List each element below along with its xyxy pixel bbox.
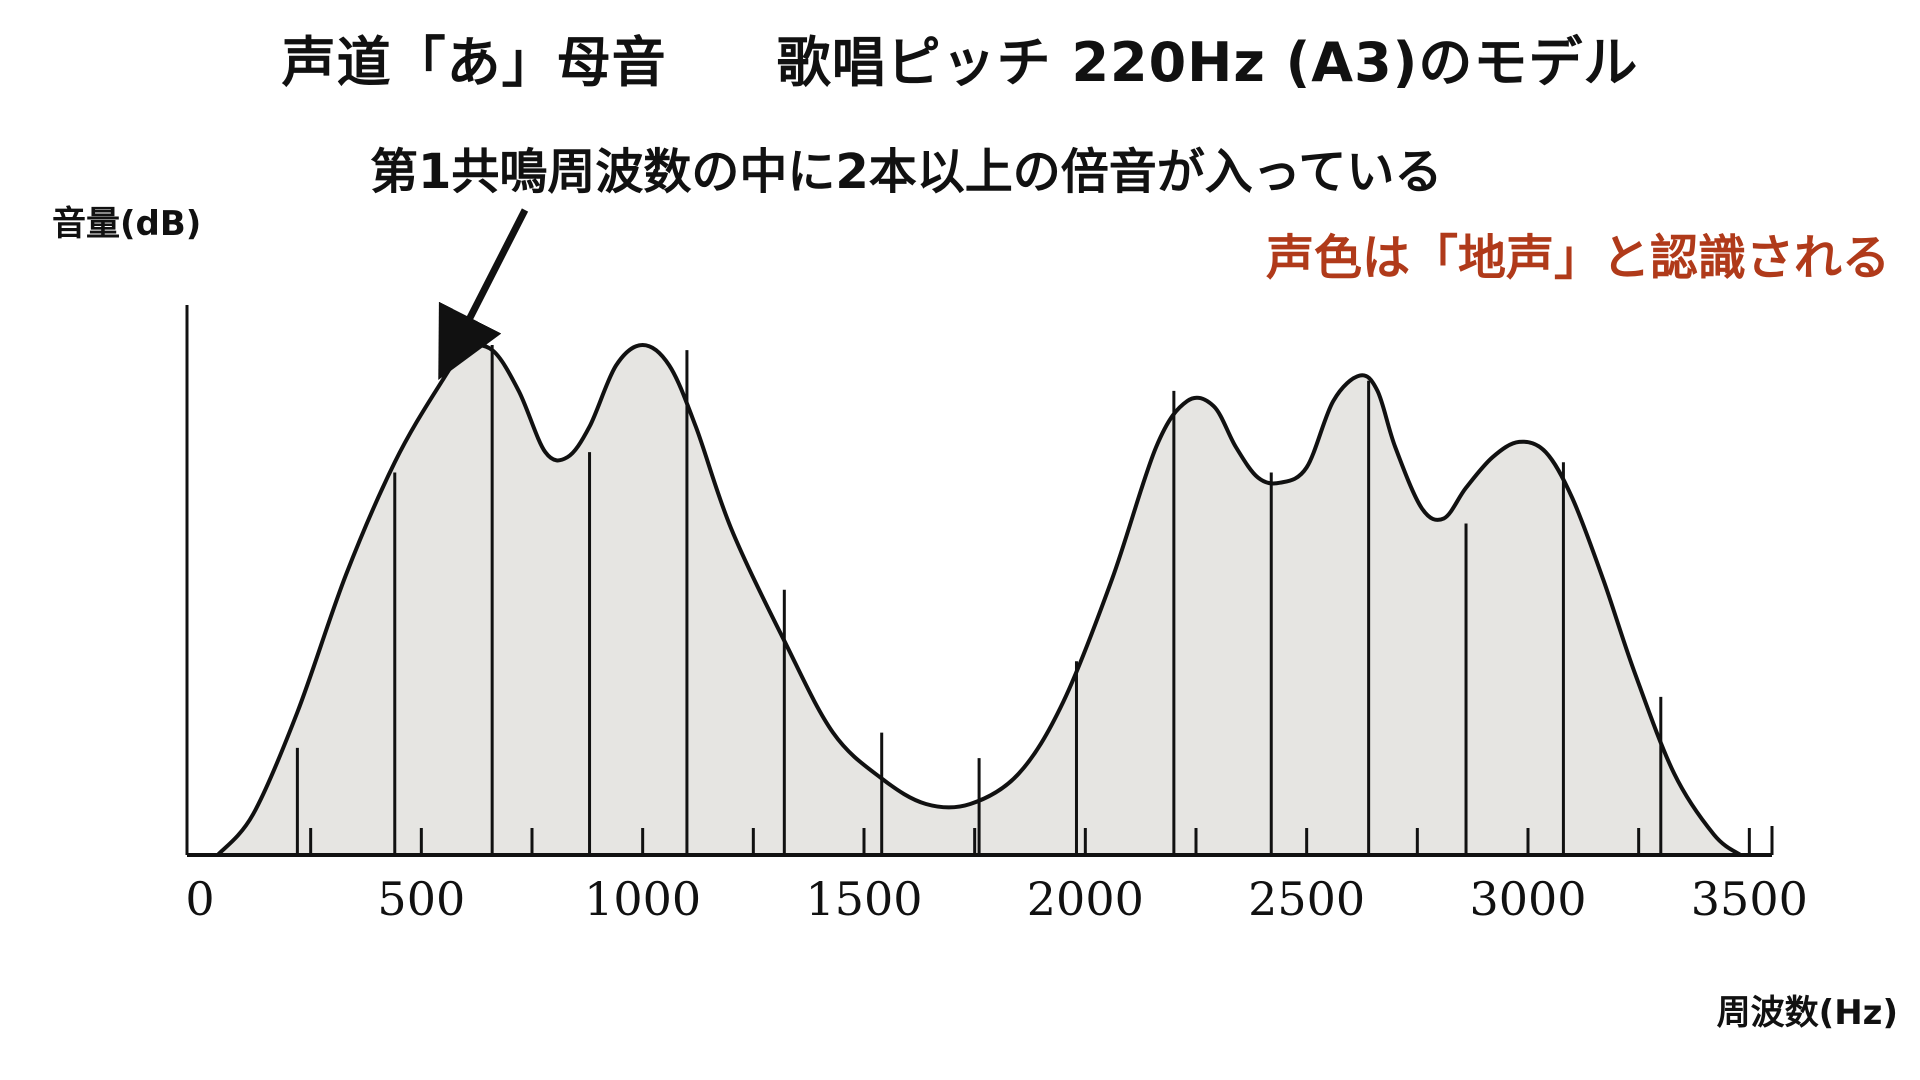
x-tick-label: 1000	[584, 872, 701, 926]
envelope-fill	[217, 345, 1741, 855]
x-tick-label: 1500	[805, 872, 922, 926]
x-tick-label: 3500	[1691, 872, 1808, 926]
annotation-arrow	[438, 208, 529, 380]
x-tick-label: 2000	[1027, 872, 1144, 926]
x-tick-label: 0	[185, 872, 214, 926]
annotation-text: 第1共鳴周波数の中に2本以上の倍音が入っている	[370, 144, 1443, 200]
x-tick-label: 500	[377, 872, 465, 926]
x-tick-label: 2500	[1248, 872, 1365, 926]
chart-title: 声道「あ」母音 歌唱ピッチ 220Hz (A3)のモデル	[281, 31, 1639, 94]
y-axis-label: 音量(dB)	[52, 204, 202, 244]
x-tick-label: 3000	[1469, 872, 1586, 926]
x-axis-label: 周波数(Hz)	[1716, 993, 1898, 1033]
side-note: 声色は「地声」と認識される	[1265, 230, 1890, 286]
